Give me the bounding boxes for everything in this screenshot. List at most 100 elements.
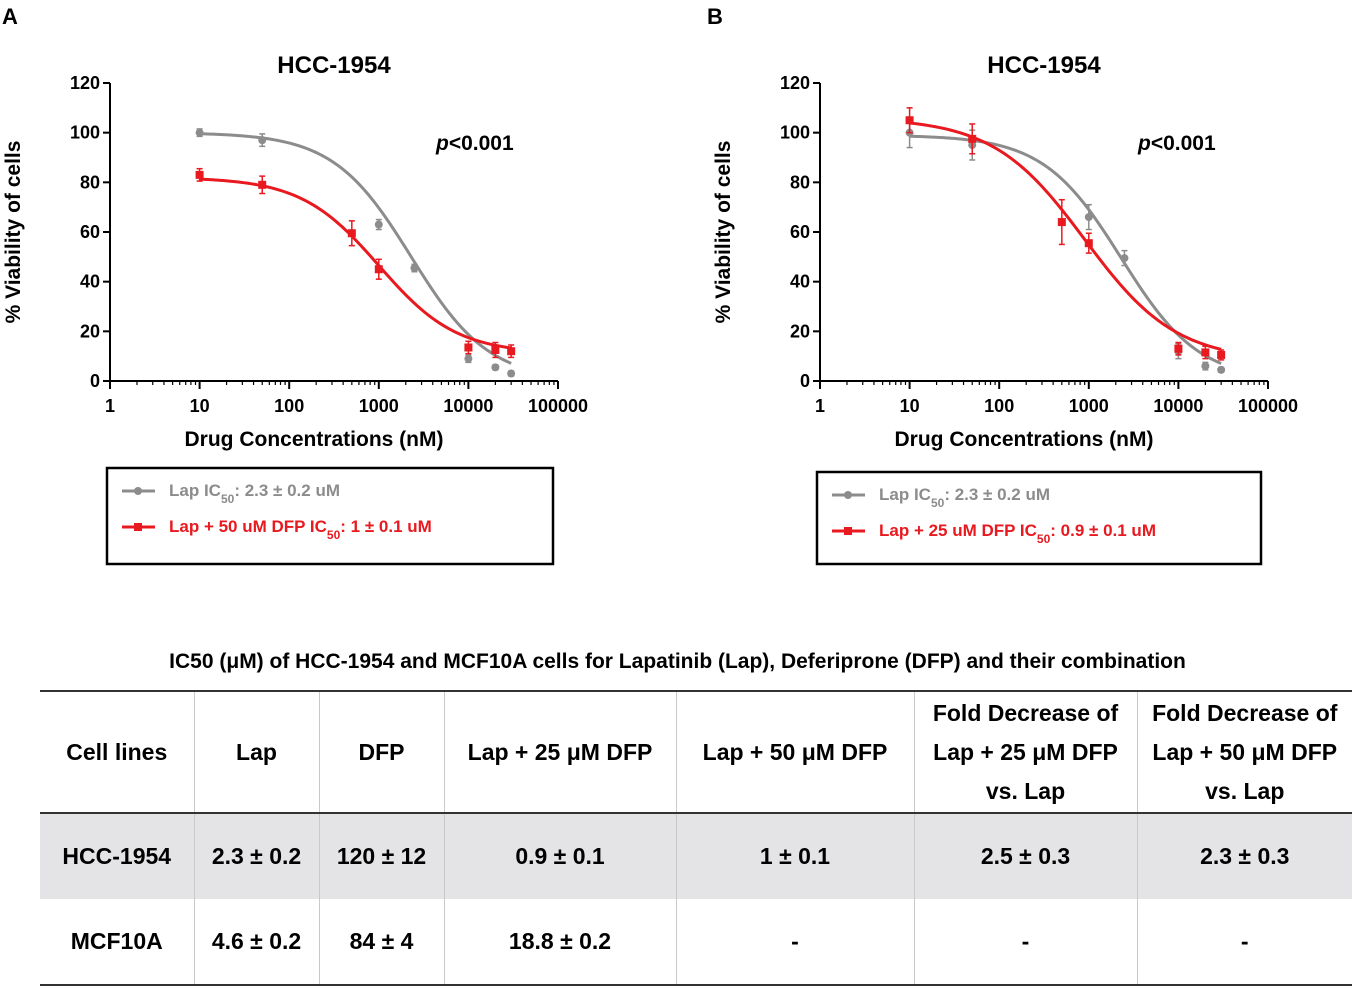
legend-box xyxy=(105,466,555,566)
table-cell: 4.6 ± 0.2 xyxy=(193,899,320,985)
data-point xyxy=(1057,218,1066,227)
legend-text-main: Lap IC xyxy=(169,481,221,500)
legend-text-main: Lap + 25 uM DFP IC xyxy=(879,521,1037,540)
y-tick-label: 60 xyxy=(790,222,810,242)
table-header-cell: Fold Decrease of Lap + 25 μM DFP vs. Lap xyxy=(913,691,1138,813)
data-point xyxy=(905,116,914,125)
legend-marker xyxy=(844,491,852,499)
fit-curve xyxy=(199,177,512,350)
table-header-cell: Lap + 25 μM DFP xyxy=(443,691,677,813)
data-point xyxy=(1174,344,1183,353)
x-tick-label: 10 xyxy=(900,396,920,416)
y-tick-label: 80 xyxy=(80,172,100,192)
legend-label: Lap IC50: 2.3 ± 0.2 uM xyxy=(879,485,1050,510)
panel-letter: B xyxy=(707,4,723,29)
data-point xyxy=(374,265,383,274)
table-cell: 2.5 ± 0.3 xyxy=(913,813,1138,899)
x-tick-label: 100000 xyxy=(1238,396,1298,416)
y-tick-label: 40 xyxy=(790,272,810,292)
p-value-text: <0.001 xyxy=(1151,132,1216,155)
y-tick-label: 20 xyxy=(80,321,100,341)
legend-label: Lap IC50: 2.3 ± 0.2 uM xyxy=(169,481,340,506)
data-point xyxy=(464,354,473,363)
data-point xyxy=(258,136,267,145)
y-tick-label: 0 xyxy=(90,371,100,391)
panel-letter: A xyxy=(2,4,18,29)
table-row-label: HCC-1954 xyxy=(40,813,195,899)
data-point xyxy=(491,345,500,354)
table-row-label: MCF10A xyxy=(40,899,195,985)
x-tick-label: 100 xyxy=(984,396,1014,416)
data-point xyxy=(491,363,500,372)
table-header-line: Lap xyxy=(236,738,277,765)
table-header-line: Lap + 50 μM DFP xyxy=(702,738,888,765)
chart-title: HCC-1954 xyxy=(277,52,391,79)
legend-marker xyxy=(134,487,142,495)
p-value-italic: p xyxy=(1137,132,1151,155)
legend-label: Lap + 50 uM DFP IC50: 1 ± 0.1 uM xyxy=(169,517,432,542)
y-axis-label: % Viability of cells xyxy=(2,141,25,324)
x-axis-label: Drug Concentrations (nM) xyxy=(185,428,444,451)
table-title: IC50 (μM) of HCC-1954 and MCF10A cells f… xyxy=(169,650,1186,673)
x-axis-label: Drug Concentrations (nM) xyxy=(895,428,1154,451)
x-tick-label: 10 xyxy=(190,396,210,416)
data-point xyxy=(1120,254,1129,263)
ic50-table: Cell lines Lap DFP Lap + 25 μM DFP Lap + 50 … xyxy=(40,690,1352,986)
data-point xyxy=(1084,239,1093,248)
table-cell: 1 ± 0.1 xyxy=(675,813,915,899)
x-tick-label: 100000 xyxy=(528,396,588,416)
table-cell: 2.3 ± 0.3 xyxy=(1136,813,1352,899)
data-point xyxy=(1217,365,1226,374)
table-header-cell: Fold Decrease of Lap + 50 μM DFP vs. Lap xyxy=(1136,691,1352,813)
legend-label: Lap + 25 uM DFP IC50: 0.9 ± 0.1 uM xyxy=(879,521,1156,546)
legend-box xyxy=(815,470,1263,566)
x-tick-label: 10000 xyxy=(1153,396,1203,416)
legend-text-value: : 2.3 ± 0.2 uM xyxy=(944,485,1050,504)
data-point xyxy=(347,229,356,238)
x-tick-label: 1 xyxy=(815,396,825,416)
table-header-line: Fold Decrease of xyxy=(932,699,1119,726)
table-header-line: Lap + 50 μM DFP xyxy=(1152,738,1338,765)
legend-text-value: : 1 ± 0.1 uM xyxy=(340,517,432,536)
legend-text-value: : 2.3 ± 0.2 uM xyxy=(234,481,340,500)
fit-curve xyxy=(909,134,1222,365)
x-tick-label: 1000 xyxy=(359,396,399,416)
table-header-line: Fold Decrease of xyxy=(1152,699,1338,726)
table-header-row: Cell lines Lap DFP Lap + 25 μM DFP Lap + 50 … xyxy=(40,691,1352,813)
table-row: HCC-1954 2.3 ± 0.2 120 ± 12 0.9 ± 0.1 1 ± 0.… xyxy=(40,813,1352,899)
table-cell: 18.8 ± 0.2 xyxy=(443,899,677,985)
table-header-line: Lap + 25 μM DFP xyxy=(933,738,1118,765)
table-header-line: vs. Lap xyxy=(985,777,1066,804)
data-point xyxy=(195,128,204,137)
y-tick-label: 100 xyxy=(780,123,810,143)
legend-text-value: : 0.9 ± 0.1 uM xyxy=(1050,521,1156,540)
y-tick-label: 100 xyxy=(70,123,100,143)
legend-text-main: Lap IC xyxy=(879,485,931,504)
legend-subscript: 50 xyxy=(221,492,235,506)
table-header-line: Cell lines xyxy=(66,738,168,765)
y-tick-label: 120 xyxy=(780,73,810,93)
y-tick-label: 0 xyxy=(800,371,810,391)
data-point xyxy=(1084,213,1093,222)
data-point xyxy=(374,220,383,229)
data-point xyxy=(1201,348,1210,357)
table-cell: - xyxy=(913,899,1138,985)
table-header-cell: DFP xyxy=(318,691,445,813)
data-point xyxy=(968,134,977,143)
legend-marker xyxy=(134,523,142,531)
data-point xyxy=(507,347,516,356)
y-tick-label: 60 xyxy=(80,222,100,242)
table-header-cell: Lap + 50 μM DFP xyxy=(675,691,915,813)
legend-subscript: 50 xyxy=(327,528,341,542)
p-value-annotation: p<0.001 xyxy=(435,132,514,155)
table-header-cell: Cell lines xyxy=(40,691,195,813)
chart-title: HCC-1954 xyxy=(987,52,1101,79)
table-header-line: Lap + 25 μM DFP xyxy=(467,738,653,765)
y-tick-label: 20 xyxy=(790,321,810,341)
y-tick-label: 120 xyxy=(70,73,100,93)
fit-curve xyxy=(909,121,1222,351)
table-header-line: vs. Lap xyxy=(1205,777,1285,804)
x-tick-label: 1 xyxy=(105,396,115,416)
